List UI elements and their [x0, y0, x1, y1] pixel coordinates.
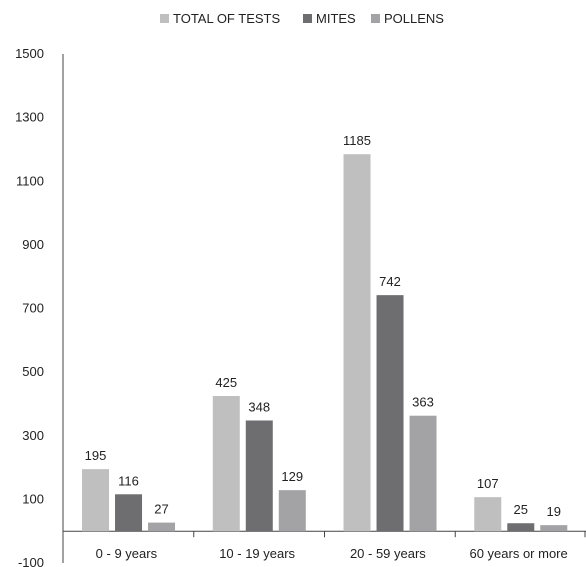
bar-value-label: 348 — [248, 399, 270, 414]
y-axis: -100 100 300 500 700 900 1100 1300 1500 — [15, 46, 64, 567]
bar-value-label: 425 — [215, 375, 237, 390]
x-category-label: 10 - 19 years — [219, 546, 295, 561]
bar — [507, 523, 535, 532]
y-tick-label: 500 — [22, 364, 44, 379]
bar-value-label: 742 — [379, 274, 401, 289]
y-tick-label: 1100 — [16, 173, 44, 188]
legend: TOTAL OF TESTS MITES POLLENS — [160, 11, 444, 26]
bar-value-label: 1185 — [343, 133, 371, 148]
bar — [82, 469, 110, 532]
bar-value-label: 19 — [547, 504, 561, 519]
legend-swatch — [160, 14, 169, 23]
bar — [376, 295, 404, 532]
bar — [474, 497, 502, 532]
x-axis: 0 - 9 years 10 - 19 years 20 - 59 years 60 … — [62, 530, 586, 561]
legend-swatch — [371, 14, 380, 23]
bar-value-label: 107 — [477, 476, 499, 491]
bar — [212, 395, 240, 532]
bar-value-label: 129 — [281, 469, 303, 484]
x-category-label: 20 - 59 years — [350, 546, 426, 561]
bar — [148, 522, 176, 532]
legend-swatch — [303, 14, 312, 23]
legend-label: TOTAL OF TESTS — [173, 11, 280, 26]
legend-label: MITES — [316, 11, 356, 26]
legend-label: POLLENS — [384, 11, 444, 26]
bar-value-label: 25 — [514, 502, 528, 517]
y-tick-label: 1500 — [15, 46, 44, 61]
bar-value-label: 195 — [85, 448, 107, 463]
bar — [278, 490, 306, 532]
bar — [409, 415, 437, 532]
bar — [540, 525, 568, 532]
bar-value-label: 116 — [118, 473, 139, 488]
y-tick-label: 900 — [22, 237, 44, 252]
bars: 195 116 27 425 348 129 1185 742 363 107 25 19 — [82, 133, 568, 532]
y-tick-label: 100 — [22, 491, 44, 506]
y-tick-label: 300 — [22, 428, 44, 443]
bar — [115, 494, 143, 532]
bar-value-label: 27 — [154, 502, 168, 517]
y-tick-label: -100 — [18, 555, 44, 567]
bar — [343, 154, 371, 532]
y-tick-label: 700 — [22, 301, 44, 316]
bar — [245, 420, 273, 532]
x-category-label: 60 years or more — [469, 546, 567, 561]
y-tick-label: 1300 — [15, 110, 44, 125]
bar-value-label: 363 — [412, 395, 434, 410]
x-category-label: 0 - 9 years — [96, 546, 158, 561]
